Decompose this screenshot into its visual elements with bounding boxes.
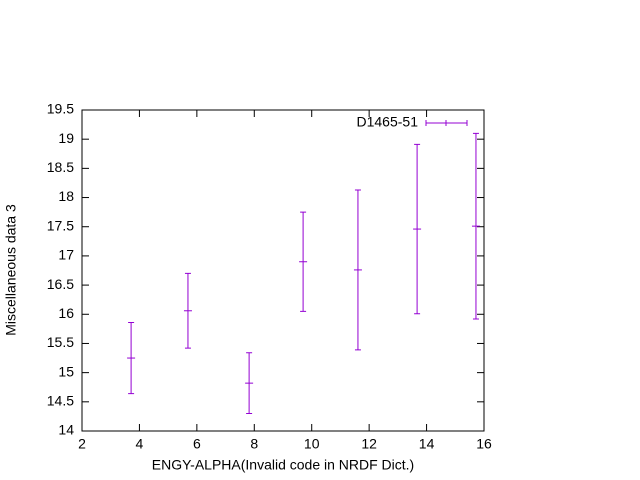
x-tick-label: 16 — [476, 436, 492, 452]
y-tick-label: 14 — [58, 422, 74, 438]
y-tick-label: 15 — [58, 363, 74, 379]
x-tick-label: 2 — [78, 436, 86, 452]
x-tick-label: 12 — [361, 436, 377, 452]
y-tick-label: 14.5 — [47, 393, 74, 409]
x-tick-label: 8 — [250, 436, 258, 452]
plot-border — [81, 109, 485, 432]
y-tick-label: 19.5 — [47, 101, 74, 117]
x-axis-label: ENGY-ALPHA(Invalid code in NRDF Dict.) — [152, 457, 414, 473]
legend-swatch — [425, 120, 468, 126]
legend-label: D1465-51 — [357, 114, 419, 130]
y-tick-label: 16 — [58, 305, 74, 321]
y-tick-label: 16.5 — [47, 276, 74, 292]
y-tick-label: 17.5 — [47, 217, 74, 233]
x-tick-label: 4 — [136, 436, 144, 452]
y-tick-label: 19 — [58, 130, 74, 146]
x-tick-label: 10 — [304, 436, 320, 452]
y-tick-label: 18 — [58, 188, 74, 204]
y-tick-label: 18.5 — [47, 159, 74, 175]
x-tick-label: 6 — [193, 436, 201, 452]
y-tick-label: 15.5 — [47, 334, 74, 350]
y-tick-label: 17 — [58, 247, 74, 263]
y-axis-label: Miscellaneous data 3 — [3, 204, 19, 336]
x-tick-label: 14 — [419, 436, 435, 452]
